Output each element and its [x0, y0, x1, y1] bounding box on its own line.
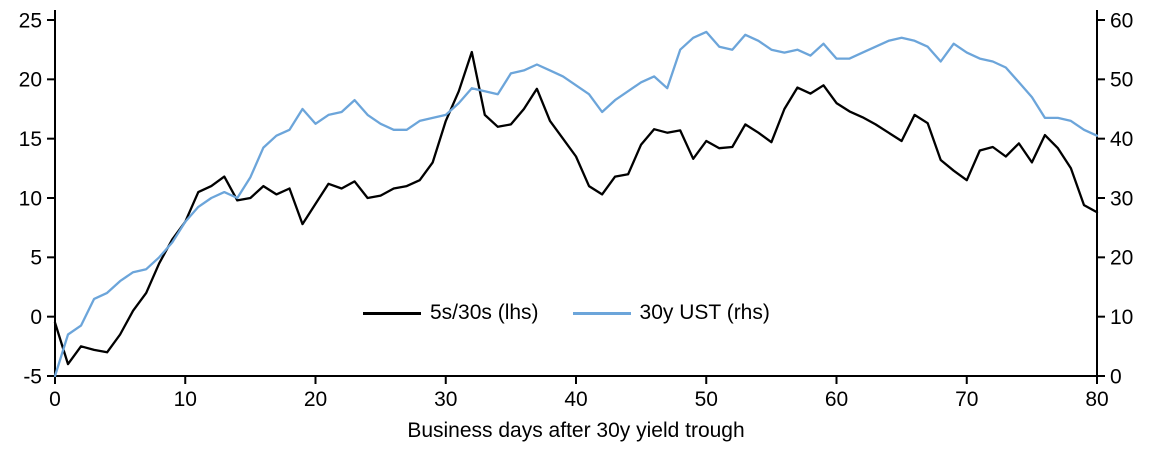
right-axis-tick-label: 0: [1110, 365, 1122, 388]
series-line-30y-ust: [53, 30, 1099, 378]
x-axis-tick-label: 80: [1085, 388, 1108, 411]
blue-line-swatch: [572, 311, 631, 315]
series-line-5s30s: [53, 50, 1099, 366]
left-axis-tick-label: 10: [19, 187, 42, 210]
left-axis-tick-label: 20: [19, 69, 42, 92]
right-axis-tick-label: 20: [1110, 247, 1133, 270]
right-axis-tick-label: 10: [1110, 306, 1133, 329]
x-axis-tick-label: 70: [955, 388, 978, 411]
right-axis-tick-label: 50: [1110, 69, 1133, 92]
right-axis-tick-label: 60: [1110, 9, 1133, 32]
x-axis-tick-label: 0: [49, 388, 61, 411]
legend-item-30y-ust: 30y UST (rhs): [572, 301, 770, 325]
black-line-swatch: [363, 311, 421, 315]
legend-label-5s30s: 5s/30s (lhs): [430, 301, 539, 324]
left-axis-tick-label: -5: [23, 365, 42, 388]
x-axis-tick-label: 10: [174, 388, 197, 411]
x-axis-title: Business days after 30y yield trough: [407, 419, 745, 442]
left-axis-tick-label: 25: [19, 9, 42, 32]
x-axis-tick-label: 60: [825, 388, 848, 411]
legend-item-5s30s: 5s/30s (lhs): [363, 301, 539, 325]
legend: 5s/30s (lhs) 30y UST (rhs): [363, 301, 770, 325]
left-axis-tick-label: 5: [30, 247, 42, 270]
legend-label-30y-ust: 30y UST (rhs): [639, 301, 770, 324]
left-axis-tick-label: 15: [19, 128, 42, 151]
x-axis-tick-label: 40: [564, 388, 587, 411]
x-axis-tick-label: 50: [695, 388, 718, 411]
left-axis-tick-label: 0: [30, 306, 42, 329]
x-axis-tick-label: 30: [434, 388, 457, 411]
right-axis-tick-label: 30: [1110, 187, 1133, 210]
right-axis-tick-label: 40: [1110, 128, 1133, 151]
x-axis-tick-label: 20: [304, 388, 327, 411]
